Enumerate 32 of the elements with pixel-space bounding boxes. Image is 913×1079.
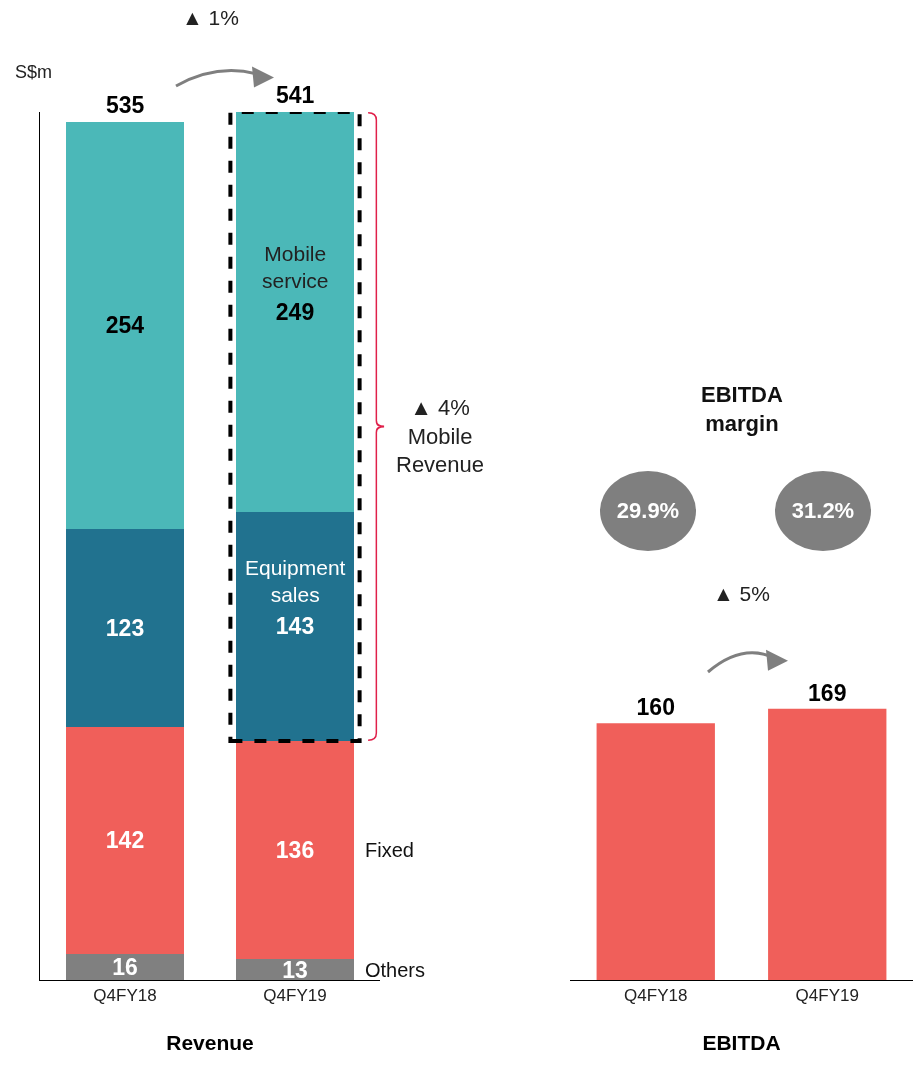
x-tick-label: Q4FY19 [795, 986, 859, 1006]
data-label: 13 [282, 956, 308, 983]
bar [66, 529, 184, 727]
data-label: 16 [112, 954, 138, 981]
x-tick-label: Q4FY18 [624, 986, 688, 1006]
data-label: 136 [275, 837, 315, 864]
x-axis-title: Revenue [166, 1030, 254, 1054]
text: ▲ 1% [182, 6, 239, 29]
data-label: 169 [808, 679, 847, 706]
series-label: Mobile service [262, 242, 329, 293]
text: ▲ 4% Mobile Revenue [396, 395, 485, 478]
data-label: 249 [275, 298, 315, 325]
total-label: 535 [106, 92, 145, 118]
data-label: 143 [275, 613, 315, 640]
bar [236, 959, 354, 980]
data-label: 123 [105, 614, 145, 641]
y-axis-title: S$m [15, 62, 53, 82]
bar [66, 121, 184, 530]
series-label: Others [365, 959, 426, 981]
bar [66, 726, 184, 955]
data-label: 160 [636, 694, 675, 721]
x-tick-label: Q4FY19 [263, 986, 327, 1006]
x-axis-title: EBITDA [702, 1030, 781, 1054]
series-label: Equipment sales [245, 556, 346, 607]
data-label: 254 [105, 312, 145, 339]
data-label: 142 [105, 827, 145, 854]
bar [66, 954, 184, 980]
total-label: 541 [276, 82, 315, 108]
series-label: Fixed [365, 839, 414, 861]
x-tick-label: Q4FY18 [93, 986, 157, 1006]
text: ▲ 5% [713, 582, 770, 605]
text: EBITDA margin [701, 382, 783, 436]
